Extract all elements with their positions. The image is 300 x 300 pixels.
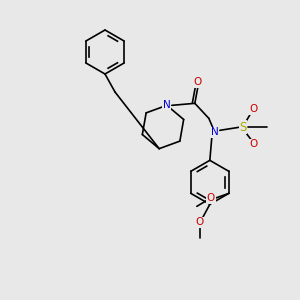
Text: S: S [239, 121, 247, 134]
Text: N: N [211, 127, 219, 137]
Text: O: O [207, 193, 215, 203]
Text: O: O [250, 104, 258, 114]
Text: O: O [250, 139, 258, 149]
Text: N: N [163, 100, 171, 110]
Text: O: O [194, 77, 202, 87]
Text: O: O [196, 217, 204, 227]
